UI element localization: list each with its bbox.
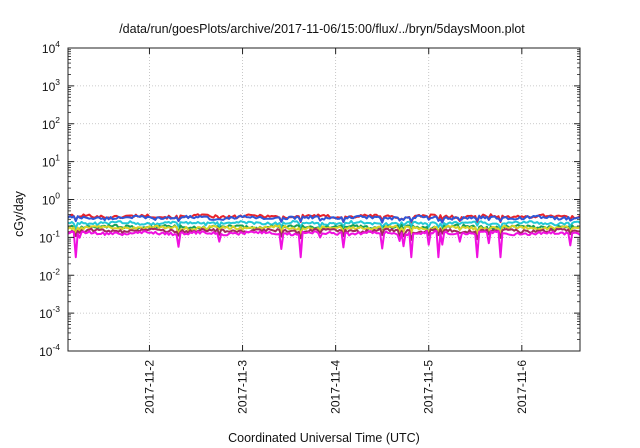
x-tick-label: 2017-11-4 [329,360,343,414]
data-series [67,213,581,259]
y-tick-label: 104 [42,39,60,56]
x-tick-label: 2017-11-2 [142,360,156,414]
y-tick-label: 10-3 [39,304,60,321]
series-line [67,214,581,224]
series-line [67,219,581,230]
x-axis-label: Coordinated Universal Time (UTC) [228,431,420,445]
y-tick-label: 10-1 [39,228,60,245]
y-tick-label: 100 [42,191,60,208]
x-tick-label: 2017-11-5 [422,360,436,414]
x-tick-label: 2017-11-6 [515,360,529,414]
grid-lines [68,48,580,351]
y-tick-label: 102 [42,115,60,132]
series-line [67,224,581,236]
y-tick-label: 10-4 [39,342,60,359]
y-axis-label: cGy/day [12,190,26,237]
chart-title: /data/run/goesPlots/archive/2017-11-06/1… [119,22,525,36]
series-line [67,230,581,259]
x-tick-label: 2017-11-3 [236,360,250,414]
y-tick-label: 103 [42,77,60,94]
axis-ticks: 10-4 10-3 10-2 10-1 100 101 102 103 104 2017-11-2… [39,39,580,414]
y-tick-label: 101 [42,153,60,170]
y-tick-label: 10-2 [39,266,60,283]
